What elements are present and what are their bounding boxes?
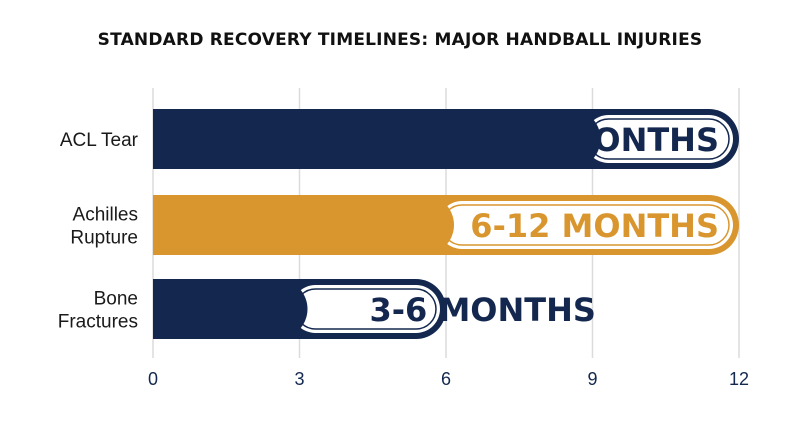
bars: 9-12 MONTHS 6-12 MONTHS 3-6 MONTHS bbox=[153, 109, 739, 339]
bar-range-window-achilles-rupture bbox=[438, 201, 733, 249]
bar-range-window-bone-fractures bbox=[291, 285, 440, 333]
bar-range-window-acl-tear bbox=[584, 115, 733, 163]
data-label-bone-fractures: 3-6 MONTHS bbox=[370, 291, 596, 329]
category-label-acl-tear: ACL Tear bbox=[60, 130, 139, 151]
x-axis-ticks: 0 3 6 9 12 bbox=[148, 369, 749, 389]
category-label-bone-fractures: Bone Fractures bbox=[58, 289, 138, 333]
x-tick-label-0: 0 bbox=[148, 369, 158, 389]
category-label-line: Achilles bbox=[73, 205, 138, 226]
bar-start-left-acl-tear bbox=[153, 109, 213, 169]
category-label-achilles-rupture: Achilles Rupture bbox=[70, 205, 138, 249]
bar-start-segment-acl-tear bbox=[153, 109, 601, 169]
category-label-line: ACL Tear bbox=[60, 130, 139, 151]
bar-acl-tear: 9-12 MONTHS bbox=[153, 109, 739, 169]
category-label-line: Bone bbox=[94, 289, 138, 310]
bar-start-left-bone-fractures bbox=[153, 279, 213, 339]
x-tick-label-6: 6 bbox=[441, 369, 451, 389]
category-labels: ACL Tear Achilles Rupture Bone Fractures bbox=[58, 130, 139, 333]
bar-start-segment-achilles-rupture bbox=[153, 195, 454, 255]
x-tick-label-3: 3 bbox=[294, 369, 304, 389]
bar-bone-fractures: 3-6 MONTHS bbox=[153, 279, 596, 339]
bar-achilles-rupture: 6-12 MONTHS bbox=[153, 195, 739, 255]
chart-title: STANDARD RECOVERY TIMELINES: MAJOR HANDB… bbox=[97, 30, 703, 50]
bar-start-left-achilles-rupture bbox=[153, 195, 213, 255]
data-label-achilles-rupture: 6-12 MONTHS bbox=[470, 207, 719, 245]
category-label-line: Fractures bbox=[58, 312, 138, 333]
x-tick-label-12: 12 bbox=[729, 369, 749, 389]
data-label-acl-tear: 9-12 MONTHS bbox=[470, 121, 719, 159]
x-tick-label-9: 9 bbox=[587, 369, 597, 389]
category-label-line: Rupture bbox=[70, 228, 138, 249]
